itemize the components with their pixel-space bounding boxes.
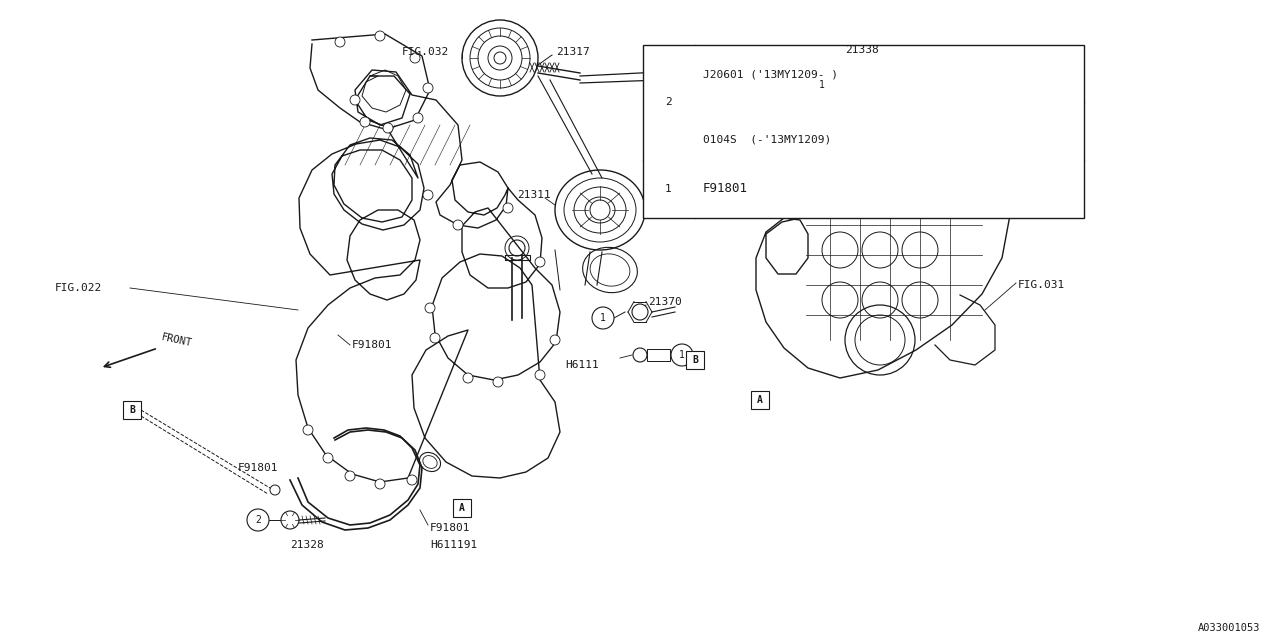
Circle shape [335,37,346,47]
Circle shape [247,509,269,531]
Text: FIG.032: FIG.032 [402,47,449,57]
Text: FIG.022: FIG.022 [55,283,102,293]
Text: F91801: F91801 [703,182,748,195]
Circle shape [494,52,506,64]
Circle shape [671,344,692,366]
Circle shape [463,373,474,383]
Text: H6111: H6111 [564,360,599,370]
Bar [643,45,1084,218]
Text: B: B [692,355,698,365]
Text: 21311: 21311 [517,190,550,200]
Circle shape [410,53,420,63]
Circle shape [593,307,614,329]
Circle shape [303,425,314,435]
Circle shape [422,190,433,200]
Text: F91801: F91801 [352,340,393,350]
Circle shape [425,303,435,313]
Text: 21328: 21328 [291,540,324,550]
Circle shape [346,471,355,481]
Text: F91801: F91801 [238,463,279,473]
Circle shape [430,333,440,343]
Text: 21370: 21370 [648,297,682,307]
Circle shape [634,348,646,362]
Circle shape [550,335,561,345]
Text: F91801: F91801 [430,523,471,533]
Text: 0104S  (-'13MY1209): 0104S (-'13MY1209) [703,135,831,145]
Text: 1: 1 [600,313,605,323]
Circle shape [383,123,393,133]
Circle shape [632,304,648,320]
Circle shape [422,83,433,93]
Circle shape [323,453,333,463]
Text: 1: 1 [680,350,685,360]
Circle shape [535,370,545,380]
Text: FIG.031: FIG.031 [1018,280,1065,290]
Bar [123,401,141,419]
Circle shape [349,95,360,105]
Text: 21317: 21317 [556,47,590,57]
Bar [751,391,769,409]
Circle shape [375,479,385,489]
Text: 2: 2 [666,97,672,108]
Circle shape [493,377,503,387]
Text: J20601 ('13MY1209- ): J20601 ('13MY1209- ) [703,70,837,80]
Circle shape [812,74,833,96]
Text: FRONT: FRONT [160,332,193,348]
Text: 2: 2 [255,515,261,525]
Text: B: B [129,405,134,415]
Circle shape [535,257,545,267]
Text: 1: 1 [666,184,672,194]
Text: A: A [460,503,465,513]
Circle shape [453,220,463,230]
Circle shape [375,31,385,41]
Circle shape [270,485,280,495]
Text: A033001053: A033001053 [1198,623,1260,633]
Text: 21338: 21338 [845,45,879,55]
Text: 1: 1 [819,80,824,90]
Circle shape [657,177,681,201]
Text: H611191: H611191 [430,540,477,550]
Circle shape [407,475,417,485]
Circle shape [413,113,422,123]
Bar [453,499,471,517]
Circle shape [360,117,370,127]
Text: A: A [756,395,763,405]
Circle shape [503,203,513,213]
Circle shape [657,90,681,115]
Bar [686,351,704,369]
